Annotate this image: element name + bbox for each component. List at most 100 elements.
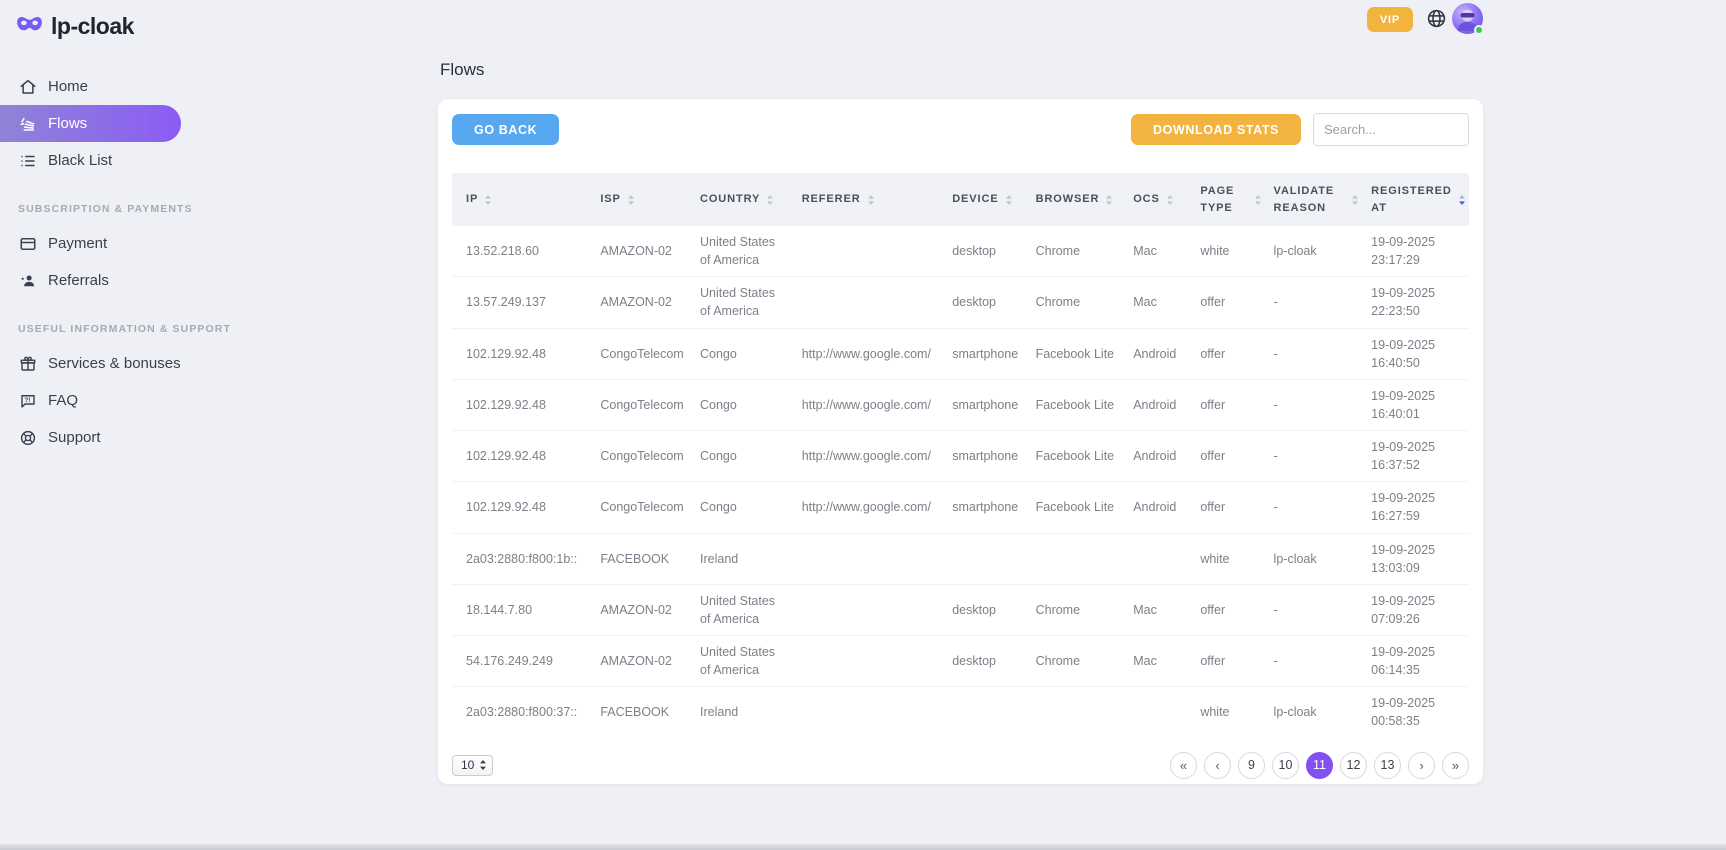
table-row: 102.129.92.48 CongoTelecom Congo http://www…: [452, 481, 1469, 533]
cell-registered_at: 19-09-2025 00:58:35: [1363, 686, 1469, 738]
cell-ip: 2a03:2880:f800:37::: [452, 686, 593, 738]
column-header-device[interactable]: DEVICE: [944, 173, 1028, 226]
cell-validate_reason: -: [1265, 276, 1364, 328]
sidebar-item-label: FAQ: [48, 392, 79, 409]
cell-device: desktop: [944, 583, 1028, 636]
cell-device: smartphone: [944, 481, 1028, 533]
cell-ip: 13.52.218.60: [466, 244, 539, 259]
page-button-9[interactable]: 9: [1238, 751, 1265, 779]
cell-registered_at: 19-09-2025 06:14:35: [1363, 634, 1469, 687]
column-header-isp[interactable]: ISP: [592, 173, 692, 226]
page-size-select[interactable]: 10: [452, 754, 493, 776]
page-button-prev[interactable]: ‹: [1204, 751, 1231, 779]
cell-ocs: Mac: [1125, 276, 1193, 328]
sidebar-item-referrals[interactable]: Referrals: [0, 262, 182, 299]
sort-icon: [1254, 194, 1261, 205]
page-button-10[interactable]: 10: [1272, 751, 1299, 779]
cell-page_type: offer: [1192, 583, 1266, 636]
sidebar-item-home[interactable]: Home: [0, 68, 182, 105]
cell-country: United States of America: [692, 276, 794, 328]
cell-referer: [793, 276, 945, 328]
lifebuoy-icon: [18, 429, 37, 447]
sidebar-item-label: Referrals: [48, 272, 109, 289]
sidebar-item-label: Flows: [48, 115, 88, 132]
cell-device: desktop: [952, 244, 996, 259]
page-button-13[interactable]: 13: [1374, 751, 1401, 779]
cell-country: Congo: [692, 481, 794, 533]
table-row: 102.129.92.48 CongoTelecom Congo http://www…: [452, 378, 1469, 431]
sidebar-nav: Home Flows Black List Subscription & pay…: [0, 68, 230, 456]
list-icon: [18, 152, 37, 170]
cell-device: smartphone: [944, 327, 1028, 380]
page-button-12[interactable]: 12: [1340, 751, 1367, 779]
cell-isp: CongoTelecom: [592, 481, 692, 533]
cell-validate_reason: -: [1265, 378, 1364, 431]
go-back-button[interactable]: GO BACK: [452, 114, 560, 145]
page-button-last[interactable]: »: [1442, 751, 1469, 779]
flows-icon: [18, 115, 37, 133]
sidebar-item-payment[interactable]: Payment: [0, 225, 182, 262]
column-header-ip[interactable]: IP: [452, 173, 593, 226]
sidebar-item-faq[interactable]: ?! FAQ: [0, 382, 182, 419]
sidebar-item-label: Black List: [48, 152, 113, 169]
sidebar-item-services-bonuses[interactable]: Services & bonuses: [0, 345, 182, 382]
brand-name: lp-cloak: [51, 13, 134, 39]
credit-card-icon: [18, 235, 37, 253]
search-input[interactable]: [1313, 113, 1469, 146]
cell-registered_at: 19-09-2025 16:27:59: [1363, 481, 1469, 533]
cell-validate_reason: lp-cloak: [1265, 532, 1364, 585]
cell-page_type: offer: [1192, 276, 1266, 328]
column-header-browser[interactable]: BROWSER: [1027, 173, 1126, 226]
column-header-registered_at[interactable]: REGISTERED AT: [1363, 173, 1469, 226]
table-body: 13.52.218.60 AMAZON-02 United States of Am…: [452, 226, 1469, 738]
column-label: REGISTERED AT: [1371, 185, 1452, 214]
cell-country: United States of America: [692, 634, 794, 687]
cell-browser: Facebook Lite: [1027, 429, 1126, 482]
table-row: 54.176.249.249 AMAZON-02 United States of …: [452, 634, 1469, 687]
cell-browser: [1027, 532, 1126, 585]
cell-ip: 54.176.249.249: [452, 634, 593, 687]
cell-referer: [793, 634, 945, 687]
cell-referer: [793, 583, 945, 636]
cell-validate_reason: lp-cloak: [1265, 686, 1364, 738]
sidebar-item-flows[interactable]: Flows: [0, 105, 181, 142]
cell-device: desktop: [944, 276, 1028, 328]
table-footer: 10 «‹ 9 10 11 12 13 ›»: [452, 751, 1469, 779]
page-button-11[interactable]: 11: [1306, 751, 1333, 779]
column-header-ocs[interactable]: OCS: [1125, 173, 1193, 226]
cell-page_type: offer: [1192, 429, 1266, 482]
column-header-referer[interactable]: REFERER: [793, 173, 945, 226]
page-button-first[interactable]: «: [1170, 751, 1197, 779]
window-bottom-edge: [0, 844, 1726, 850]
cell-validate_reason: -: [1265, 634, 1364, 687]
avatar[interactable]: [1452, 3, 1484, 35]
column-header-validate_reason[interactable]: VALIDATE REASON: [1265, 173, 1364, 226]
cell-isp: CongoTelecom: [592, 378, 692, 431]
cell-validate_reason: -: [1265, 481, 1364, 533]
column-label: PAGE TYPE: [1200, 185, 1235, 214]
cell-ocs: [1125, 686, 1193, 738]
cell-ip: 102.129.92.48: [452, 429, 593, 482]
sidebar-item-label: Services & bonuses: [48, 355, 181, 372]
sidebar-item-black-list[interactable]: Black List: [0, 142, 182, 179]
page-button-next[interactable]: ›: [1408, 751, 1435, 779]
column-header-country[interactable]: COUNTRY: [692, 173, 794, 226]
cell-page_type: white: [1192, 686, 1266, 738]
cell-validate_reason: -: [1265, 583, 1364, 636]
download-stats-button[interactable]: DOWNLOAD STATS: [1131, 114, 1301, 145]
card-toolbar: GO BACK DOWNLOAD STATS: [452, 113, 1469, 146]
vip-button[interactable]: VIP: [1367, 7, 1413, 32]
cell-validate_reason: lp-cloak: [1273, 244, 1317, 259]
globe-icon[interactable]: [1425, 8, 1447, 30]
column-header-page_type[interactable]: PAGE TYPE: [1192, 173, 1266, 226]
cell-page_type: offer: [1192, 378, 1266, 431]
gift-icon: [18, 355, 37, 373]
sidebar-item-support[interactable]: Support: [0, 419, 182, 456]
sidebar-item-label: Home: [48, 78, 89, 95]
cell-isp: FACEBOOK: [592, 532, 692, 585]
cell-validate_reason: -: [1265, 429, 1364, 482]
cell-ocs: Android: [1125, 429, 1193, 482]
cell-registered_at: 19-09-2025 22:23:50: [1363, 276, 1469, 328]
brand-logo[interactable]: lp-cloak: [0, 0, 182, 50]
sort-icon: [1458, 194, 1465, 205]
